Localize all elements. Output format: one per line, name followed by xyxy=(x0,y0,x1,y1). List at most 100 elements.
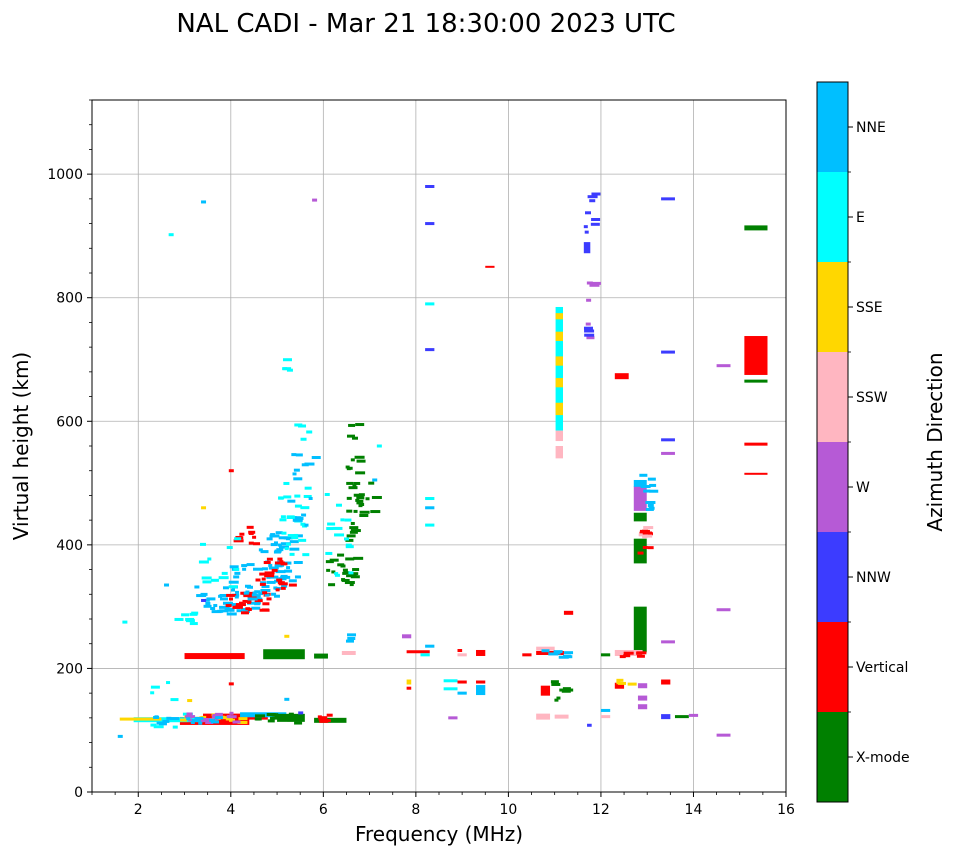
echo-point xyxy=(294,533,299,537)
echo-point xyxy=(260,550,269,554)
echo-point xyxy=(355,498,360,502)
echo-point xyxy=(201,576,212,580)
colorbar-swatch-ssw xyxy=(817,352,848,442)
echo-point xyxy=(282,358,292,362)
echo-point xyxy=(228,585,238,589)
echo-point xyxy=(280,542,291,546)
echo-point xyxy=(332,526,343,530)
colorbar: X-mode Vertical NNW W SSW SSE E NNE xyxy=(816,81,910,803)
echo-point xyxy=(356,459,366,463)
colorbar-swatch-w xyxy=(817,442,848,532)
echo-point xyxy=(266,575,271,579)
echo-point xyxy=(322,719,331,723)
echo-point xyxy=(198,560,209,564)
echo-point xyxy=(297,516,304,520)
echo-point xyxy=(586,281,593,285)
echo-column xyxy=(633,606,647,653)
echo-point xyxy=(174,617,184,621)
echo-point xyxy=(350,574,357,578)
echo-point xyxy=(292,518,303,522)
echo-point xyxy=(241,564,248,568)
echo-trace xyxy=(476,685,486,696)
echo-trace xyxy=(522,653,532,657)
echo-point xyxy=(587,195,598,199)
echo-point xyxy=(254,714,265,718)
echo-point xyxy=(359,503,365,507)
echo-trace xyxy=(448,716,458,720)
echo-point xyxy=(341,578,350,582)
colorbar-tick-label: Vertical xyxy=(856,660,908,676)
echo-point xyxy=(180,718,188,722)
echo-point xyxy=(270,543,278,547)
echo-point xyxy=(326,527,334,531)
colorbar-tick-label: X-mode xyxy=(856,750,910,766)
echo-trace xyxy=(425,348,435,352)
echo-point xyxy=(349,583,354,587)
echo-point xyxy=(203,604,212,608)
echo-point xyxy=(291,536,299,540)
echo-point xyxy=(289,552,295,556)
echo-point xyxy=(218,576,229,580)
echo-point xyxy=(166,716,172,720)
echo-trace xyxy=(661,640,675,644)
echo-point xyxy=(273,550,281,554)
echo-trace xyxy=(425,506,435,510)
echo-point xyxy=(150,691,155,695)
echo-point xyxy=(252,591,257,595)
echo-point xyxy=(228,580,239,584)
echo-point xyxy=(348,571,354,575)
echo-point xyxy=(227,715,237,719)
echo-trace xyxy=(744,472,768,475)
echo-point xyxy=(311,456,321,460)
echo-point xyxy=(586,336,595,340)
echo-point xyxy=(281,531,287,535)
echo-point xyxy=(352,436,359,440)
echo-point xyxy=(274,714,285,718)
echo-point xyxy=(214,712,223,716)
echo-point xyxy=(355,471,366,475)
echo-trace xyxy=(443,679,458,683)
echo-point xyxy=(277,557,283,561)
echo-point xyxy=(329,558,339,562)
echo-column xyxy=(583,242,591,254)
echo-point xyxy=(564,651,574,655)
echo-point xyxy=(234,595,239,599)
echo-trace xyxy=(263,649,305,660)
echo-point xyxy=(584,333,595,337)
echo-point xyxy=(640,485,651,489)
echo-point xyxy=(273,594,280,598)
echo-trace xyxy=(637,695,648,701)
echo-point xyxy=(234,571,241,575)
echo-point xyxy=(335,503,342,507)
echo-point xyxy=(268,563,273,567)
echo-point xyxy=(222,601,233,605)
echo-point xyxy=(289,714,295,718)
echo-trace xyxy=(425,644,435,648)
echo-trace xyxy=(425,302,435,306)
echo-point xyxy=(235,603,246,607)
echo-point xyxy=(229,597,234,601)
echo-point xyxy=(203,717,213,721)
echo-trace xyxy=(406,650,430,654)
echo-point xyxy=(345,545,354,549)
echo-point xyxy=(643,526,654,530)
echo-point xyxy=(293,561,303,565)
echo-trace xyxy=(457,680,467,684)
echo-point xyxy=(301,513,307,517)
echo-point xyxy=(264,593,270,597)
echo-point xyxy=(589,199,596,203)
echo-point xyxy=(278,496,284,500)
echo-point xyxy=(590,222,600,226)
echo-point xyxy=(327,522,336,526)
echo-point xyxy=(345,538,354,542)
echo-point xyxy=(346,574,356,578)
echo-point xyxy=(262,602,270,606)
echo-point xyxy=(189,622,198,626)
x-tick-label: 2 xyxy=(134,802,143,818)
echo-point xyxy=(358,499,364,503)
echo-point xyxy=(278,582,288,586)
echo-point xyxy=(295,453,303,457)
echo-point xyxy=(215,716,224,720)
echo-point xyxy=(232,720,241,724)
